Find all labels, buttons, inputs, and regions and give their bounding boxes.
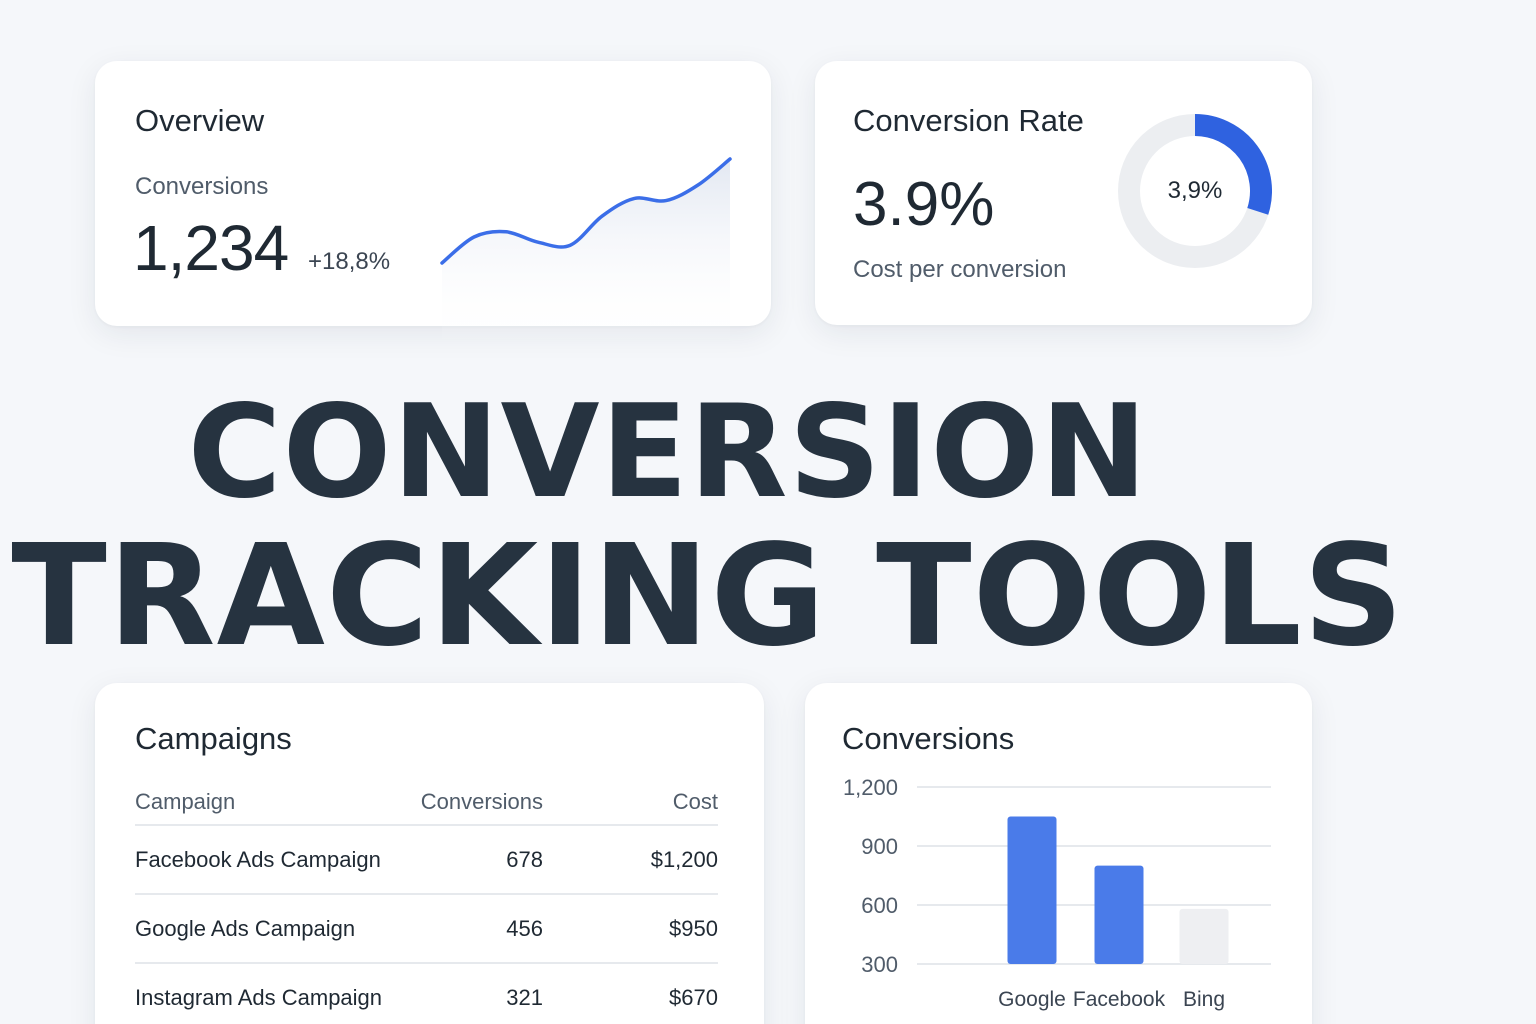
overview-card: Overview Conversions 1,234 +18,8%: [95, 61, 771, 347]
conversions-value: 1,234: [133, 212, 289, 284]
x-tick-label: Google: [998, 988, 1066, 1011]
campaigns-title: Campaigns: [135, 721, 292, 756]
conversions-label: Conversions: [135, 173, 269, 200]
conversions-bar-chart: 300 600 900 1,200 Google Facebook Bing: [843, 775, 1271, 1011]
conversions-sparkline: [440, 157, 732, 347]
campaign-conversions: 456: [418, 894, 543, 964]
x-tick-label: Bing: [1183, 988, 1225, 1011]
overview-title: Overview: [135, 103, 265, 138]
campaign-name: Google Ads Campaign: [135, 894, 418, 964]
campaign-conversions: 678: [418, 825, 543, 895]
campaign-cost: $950: [543, 894, 718, 964]
campaign-cost: $1,200: [543, 825, 718, 895]
campaign-conversions: 321: [506, 985, 543, 1010]
conversions-chart-card: Conversions 300 600 900 1,200 Google Facebook…: [805, 683, 1312, 1024]
y-tick-label: 600: [861, 893, 898, 918]
campaigns-card: Campaigns Campaign Conversions Cost Face…: [95, 683, 764, 1024]
y-tick-label: 900: [861, 834, 898, 859]
bar-google[interactable]: [1007, 816, 1057, 965]
y-tick-label: 300: [861, 952, 898, 977]
donut-center-label: 3,9%: [1167, 177, 1223, 204]
bar-bing[interactable]: [1179, 908, 1229, 964]
cost-per-conversion-label: Cost per conversion: [853, 256, 1067, 283]
sparkline-line: [440, 157, 732, 265]
conversions-chart-title: Conversions: [842, 721, 1015, 756]
table-row[interactable]: Facebook Ads Campaign 678 $1,200: [135, 825, 718, 895]
campaign-name: Instagram Ads Campaign: [135, 985, 383, 1010]
table-row[interactable]: Instagram Ads Campaign 321 $670: [135, 963, 718, 1024]
donut-arc: [1194, 114, 1272, 215]
headline-line-1: CONVERSION: [187, 378, 1149, 527]
column-header-conversions: Conversions: [418, 779, 543, 826]
headline-line-2: TRACKING TOOLS: [11, 515, 1405, 678]
column-header-cost: Cost: [543, 779, 718, 826]
campaign-name: Facebook Ads Campaign: [135, 825, 418, 895]
table-row[interactable]: Google Ads Campaign 456 $950: [135, 894, 718, 964]
conversion-rate-card: Conversion Rate 3.9% Cost per conversion…: [815, 61, 1312, 325]
x-tick-label: Facebook: [1073, 988, 1166, 1011]
y-tick-label: 1,200: [843, 775, 898, 800]
table-header-row: Campaign Conversions Cost: [135, 779, 718, 826]
sparkline-area: [442, 159, 730, 347]
conversion-rate-donut: [1118, 114, 1272, 268]
campaign-cost: $670: [669, 985, 718, 1010]
conversions-change: +18,8%: [308, 248, 391, 275]
campaigns-table: Campaign Conversions Cost Facebook Ads C…: [135, 779, 718, 1024]
column-header-campaign: Campaign: [135, 779, 418, 826]
conversion-rate-title: Conversion Rate: [853, 103, 1084, 138]
bar-facebook[interactable]: [1094, 865, 1144, 964]
conversion-rate-value: 3.9%: [853, 170, 995, 239]
